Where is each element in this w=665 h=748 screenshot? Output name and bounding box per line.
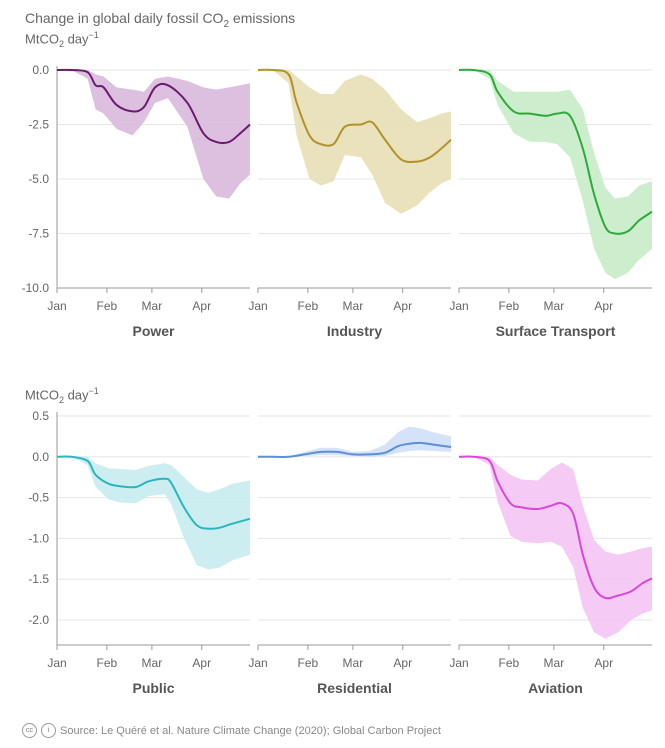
x-tick-label: Feb	[97, 299, 118, 313]
x-tick-label: Jan	[47, 299, 66, 313]
series-line	[56, 455, 251, 530]
uncertainty-band	[57, 70, 250, 199]
y-tick-label: -10.0	[22, 281, 50, 295]
panel-title: Surface Transport	[496, 323, 616, 339]
creative-commons-icon: cc	[22, 723, 37, 738]
attribution-icon: i	[41, 723, 56, 738]
x-tick-label: Apr	[594, 656, 613, 670]
x-tick-label: Apr	[192, 299, 211, 313]
y-tick-label: -5.0	[28, 172, 49, 186]
y-unit-label-top: MtCO2 day−1	[25, 30, 99, 49]
x-tick-label: Jan	[248, 656, 267, 670]
x-tick-label: Feb	[298, 299, 319, 313]
panel-title: Aviation	[528, 680, 583, 696]
x-tick-label: Mar	[142, 656, 163, 670]
x-tick-label: Mar	[544, 299, 565, 313]
y-tick-label: 0.0	[32, 63, 49, 77]
x-tick-label: Apr	[594, 299, 613, 313]
uncertainty-band	[57, 456, 250, 570]
x-tick-label: Feb	[298, 656, 319, 670]
chart-title: Change in global daily fossil CO2 emissi…	[25, 10, 296, 30]
x-tick-label: Mar	[343, 656, 364, 670]
x-tick-label: Jan	[449, 299, 468, 313]
x-tick-label: Jan	[248, 299, 267, 313]
panel-title: Public	[132, 680, 174, 696]
x-tick-label: Apr	[192, 656, 211, 670]
y-tick-label: -2.0	[28, 613, 49, 627]
source-line: cc i Source: Le Quéré et al. Nature Clim…	[22, 723, 441, 738]
x-tick-label: Mar	[343, 299, 364, 313]
panels-svg: 0.0 -2.5 -5.0 -7.5 -10.0 Jan Feb Mar Apr Power Jan…	[22, 63, 653, 696]
uncertainty-band	[258, 70, 451, 214]
panel-title: Power	[132, 323, 175, 339]
panel-title: Industry	[327, 323, 382, 339]
x-tick-label: Feb	[97, 656, 118, 670]
series-line	[458, 68, 653, 235]
x-tick-label: Apr	[393, 656, 412, 670]
y-tick-label: -7.5	[28, 227, 49, 241]
uncertainty-band	[258, 426, 451, 457]
y-tick-label: 0.0	[32, 450, 49, 464]
x-tick-label: Feb	[499, 656, 520, 670]
y-tick-label: -1.5	[28, 572, 49, 586]
x-tick-label: Mar	[142, 299, 163, 313]
y-tick-label: -0.5	[28, 491, 49, 505]
x-tick-label: Mar	[544, 656, 565, 670]
source-text: Source: Le Quéré et al. Nature Climate C…	[60, 724, 441, 737]
y-unit-label-bottom: MtCO2 day−1	[25, 386, 99, 405]
series-line	[56, 68, 251, 145]
y-tick-label: 0.5	[32, 409, 49, 423]
y-tick-label: -1.0	[28, 531, 49, 545]
x-tick-label: Jan	[449, 656, 468, 670]
uncertainty-band	[459, 70, 652, 280]
x-tick-label: Jan	[47, 656, 66, 670]
y-tick-label: -2.5	[28, 118, 49, 132]
series-line	[257, 68, 452, 163]
uncertainty-band	[459, 456, 652, 639]
series-line	[458, 455, 653, 600]
x-tick-label: Feb	[499, 299, 520, 313]
panel-title: Residential	[317, 680, 392, 696]
series-line	[257, 441, 452, 458]
x-tick-label: Apr	[393, 299, 412, 313]
